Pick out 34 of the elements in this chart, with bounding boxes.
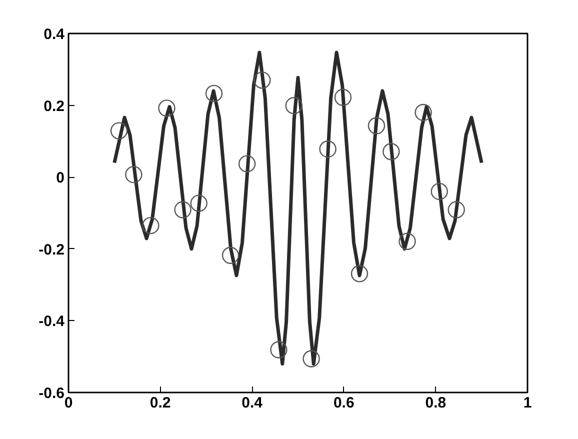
y-tick-label: 0.2 <box>44 98 65 115</box>
point <box>448 201 465 218</box>
x-tick-label: 0.6 <box>333 394 354 412</box>
x-tick-label: 0.2 <box>150 394 171 412</box>
y-tick-label: -0.2 <box>38 241 65 258</box>
point <box>302 350 320 368</box>
point <box>174 201 192 218</box>
point <box>222 246 240 264</box>
point <box>158 100 176 117</box>
point <box>285 97 302 114</box>
point <box>414 104 432 122</box>
x-tick-label: 0.8 <box>425 394 446 412</box>
x-tick-label: 1 <box>523 394 532 412</box>
point <box>270 341 288 358</box>
y-tick-label: 0 <box>56 170 64 187</box>
point <box>350 265 368 282</box>
point <box>190 194 208 212</box>
point <box>110 122 128 140</box>
line-series <box>112 50 484 366</box>
point <box>334 88 352 106</box>
y-tick-label: -0.6 <box>38 385 65 402</box>
point <box>142 216 160 234</box>
point <box>125 166 142 184</box>
point <box>398 232 416 250</box>
point <box>319 140 336 158</box>
point <box>382 143 400 160</box>
x-tick-label: 0.4 <box>242 394 264 412</box>
point <box>368 117 386 134</box>
point <box>254 72 271 89</box>
point <box>238 155 256 172</box>
y-tick-label: 0.4 <box>44 26 66 43</box>
point <box>430 182 448 200</box>
y-tick-label: -0.4 <box>38 313 66 330</box>
point <box>205 84 223 102</box>
